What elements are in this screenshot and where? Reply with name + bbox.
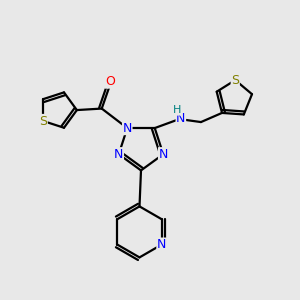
Text: H: H bbox=[173, 105, 181, 115]
Text: N: N bbox=[159, 148, 168, 161]
Text: N: N bbox=[114, 148, 123, 161]
Text: S: S bbox=[39, 115, 47, 128]
Text: O: O bbox=[105, 75, 115, 88]
Text: N: N bbox=[176, 112, 185, 125]
Text: S: S bbox=[231, 74, 239, 87]
Text: N: N bbox=[123, 122, 132, 135]
Text: N: N bbox=[157, 238, 166, 251]
